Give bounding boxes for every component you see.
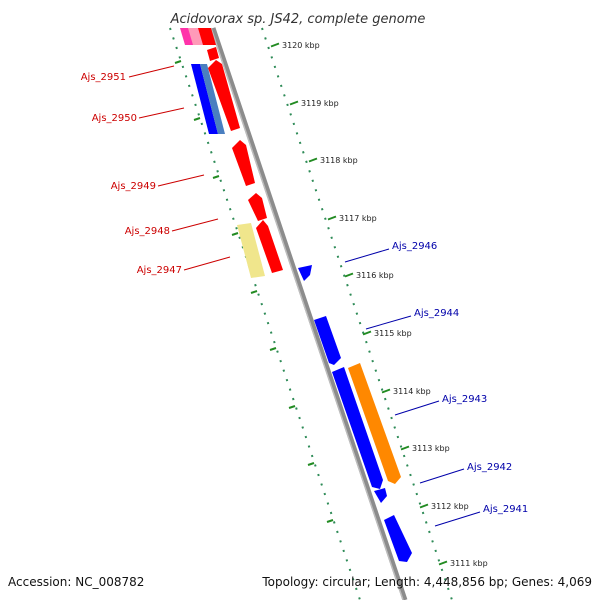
gene-label-ajs-2942[interactable]: Ajs_2942 (467, 462, 512, 473)
gene-feature-blue-2941[interactable] (384, 515, 412, 562)
inner-ruler-tick (250, 290, 258, 294)
ruler-label: 3116 kbp (356, 271, 394, 280)
ruler-tick (362, 330, 372, 336)
ruler-tick (270, 42, 280, 48)
gene-label-ajs-2941[interactable]: Ajs_2941 (483, 504, 528, 515)
gene-feature-blue-2950[interactable] (191, 64, 218, 134)
outer-dotted-track (261, 27, 453, 600)
ruler-tick (327, 215, 337, 221)
gene-feature-red-2947[interactable] (256, 220, 283, 273)
genome-info-text: Topology: circular; Length: 4,448,856 bp… (261, 575, 592, 589)
ruler-label: 3118 kbp (320, 156, 358, 165)
inner-ruler-tick (269, 347, 277, 351)
ruler-tick (381, 388, 391, 394)
gene-feature-blue-2944[interactable] (314, 316, 341, 365)
gene-feature-red-2950[interactable] (208, 60, 240, 131)
ruler-label: 3111 kbp (450, 559, 488, 568)
gene-label-ajs-2947[interactable]: Ajs_2947 (137, 265, 182, 276)
gene-label-ajs-2944[interactable]: Ajs_2944 (414, 308, 459, 319)
inner-ruler-tick (307, 462, 315, 466)
inner-ruler-tick (212, 175, 220, 179)
ruler-label: 3120 kbp (282, 41, 320, 50)
gene-label-ajs-2949[interactable]: Ajs_2949 (111, 181, 156, 192)
ruler-labels: 3120 kbp 3119 kbp 3118 kbp 3117 kbp 3116 kbp… (282, 41, 488, 568)
gene-feature-steelblue-2950[interactable] (200, 64, 225, 134)
gene-feature-blue-2946[interactable] (298, 265, 312, 281)
ruler-label: 3117 kbp (339, 214, 377, 223)
accession-text: Accession: NC_008782 (8, 575, 144, 589)
inner-ruler-tick (326, 519, 334, 523)
ruler-tick (400, 445, 410, 451)
ruler-label: 3115 kbp (374, 329, 412, 338)
gene-feature-red-2949[interactable] (232, 140, 255, 186)
ruler-tick (289, 100, 299, 106)
ruler-ticks (174, 42, 448, 566)
ruler-label: 3113 kbp (412, 444, 450, 453)
genome-backbone (210, 27, 408, 600)
gene-label-ajs-2948[interactable]: Ajs_2948 (125, 226, 170, 237)
gene-feature-red-small-top[interactable] (207, 47, 219, 61)
inner-ruler-tick (288, 405, 296, 409)
gene-label-ajs-2951[interactable]: Ajs_2951 (81, 72, 126, 83)
ruler-label: 3119 kbp (301, 99, 339, 108)
gene-feature-red-top[interactable] (198, 28, 216, 45)
left-leader-lines (128, 65, 231, 271)
ruler-label: 3114 kbp (393, 387, 431, 396)
ruler-tick (438, 560, 448, 566)
inner-ruler-tick (193, 117, 201, 121)
right-leader-lines (344, 248, 481, 527)
backbone-highlight (210, 27, 404, 600)
gene-label-ajs-2943[interactable]: Ajs_2943 (442, 394, 487, 405)
gene-feature-orange-2942[interactable] (348, 363, 401, 484)
ruler-tick (419, 503, 429, 509)
gene-label-ajs-2946[interactable]: Ajs_2946 (392, 241, 437, 252)
gene-feature-blue-2943[interactable] (332, 367, 383, 489)
ruler-label: 3112 kbp (431, 502, 469, 511)
ruler-tick (344, 272, 354, 278)
gene-features (180, 28, 412, 562)
genome-title: Acidovorax sp. JS42, complete genome (170, 12, 426, 27)
inner-ruler-tick (231, 232, 239, 236)
gene-feature-red-2948[interactable] (248, 193, 267, 221)
inner-ruler-tick (174, 60, 182, 64)
gene-feature-blue-small[interactable] (374, 488, 387, 503)
gene-feature-khaki-2947[interactable] (237, 223, 265, 278)
inner-dotted-track (169, 27, 361, 600)
gene-label-ajs-2950[interactable]: Ajs_2950 (92, 113, 137, 124)
ruler-tick (308, 157, 318, 163)
